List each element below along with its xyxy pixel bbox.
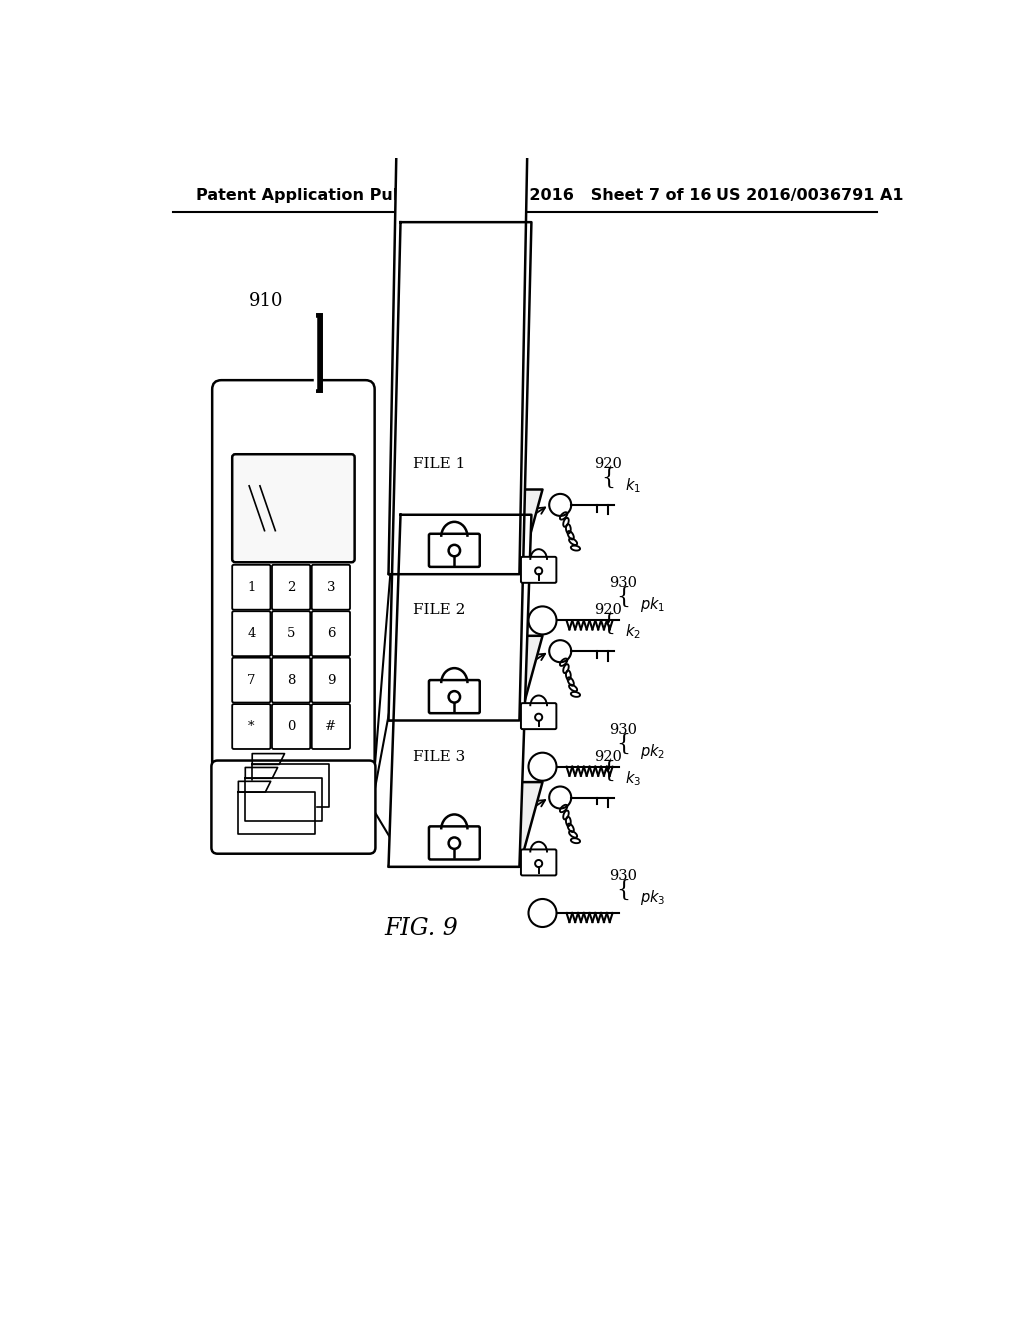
- Text: 8: 8: [287, 673, 295, 686]
- Text: Feb. 4, 2016   Sheet 7 of 16: Feb. 4, 2016 Sheet 7 of 16: [462, 187, 711, 203]
- Circle shape: [536, 568, 543, 574]
- Polygon shape: [252, 754, 285, 764]
- Text: 9: 9: [327, 673, 335, 686]
- Text: 7: 7: [247, 673, 256, 686]
- FancyBboxPatch shape: [272, 704, 310, 748]
- Polygon shape: [246, 767, 278, 779]
- Text: $k_1$: $k_1$: [625, 477, 641, 495]
- FancyBboxPatch shape: [211, 760, 376, 854]
- Text: FILE 2: FILE 2: [413, 603, 466, 618]
- Text: *: *: [248, 719, 255, 733]
- Text: 6: 6: [327, 627, 335, 640]
- Text: 920: 920: [594, 750, 622, 764]
- Text: 920: 920: [594, 457, 622, 471]
- Circle shape: [536, 714, 543, 721]
- Text: $k_2$: $k_2$: [625, 623, 641, 642]
- Text: $pk_2$: $pk_2$: [640, 742, 666, 760]
- Text: US 2016/0036791 A1: US 2016/0036791 A1: [716, 187, 903, 203]
- FancyBboxPatch shape: [311, 565, 350, 610]
- Text: $pk_3$: $pk_3$: [640, 888, 666, 907]
- Text: 0: 0: [287, 719, 295, 733]
- FancyBboxPatch shape: [429, 533, 480, 566]
- Polygon shape: [388, 222, 531, 721]
- Polygon shape: [388, 636, 543, 721]
- Text: FILE 3: FILE 3: [413, 750, 465, 764]
- FancyBboxPatch shape: [429, 680, 480, 713]
- Polygon shape: [246, 779, 323, 821]
- FancyBboxPatch shape: [521, 850, 556, 875]
- Polygon shape: [412, 767, 461, 781]
- Polygon shape: [412, 620, 461, 636]
- Text: {: {: [616, 879, 631, 902]
- Circle shape: [528, 899, 556, 927]
- FancyBboxPatch shape: [311, 611, 350, 656]
- Polygon shape: [239, 781, 270, 792]
- Text: 3: 3: [327, 581, 335, 594]
- Text: 930: 930: [609, 577, 637, 590]
- Circle shape: [549, 494, 571, 516]
- FancyBboxPatch shape: [429, 826, 480, 859]
- Polygon shape: [388, 490, 543, 574]
- Text: 5: 5: [287, 627, 295, 640]
- FancyBboxPatch shape: [311, 657, 350, 702]
- Circle shape: [449, 545, 460, 556]
- Text: 2: 2: [287, 581, 295, 594]
- Polygon shape: [239, 792, 315, 834]
- FancyBboxPatch shape: [232, 565, 270, 610]
- Text: 920: 920: [594, 603, 622, 618]
- Circle shape: [528, 752, 556, 780]
- Text: 910: 910: [249, 292, 284, 310]
- Text: FILE 1: FILE 1: [413, 457, 466, 471]
- Circle shape: [549, 640, 571, 663]
- Text: $k_3$: $k_3$: [625, 768, 641, 788]
- Circle shape: [528, 606, 556, 635]
- Text: #: #: [326, 719, 337, 733]
- Polygon shape: [388, 0, 531, 574]
- FancyBboxPatch shape: [272, 611, 310, 656]
- FancyBboxPatch shape: [212, 380, 375, 776]
- Text: 4: 4: [247, 627, 256, 640]
- Text: Patent Application Publication: Patent Application Publication: [196, 187, 471, 203]
- Text: 930: 930: [609, 723, 637, 737]
- Text: {: {: [601, 759, 615, 781]
- Circle shape: [449, 692, 460, 702]
- Polygon shape: [252, 764, 330, 807]
- FancyBboxPatch shape: [311, 704, 350, 748]
- Text: {: {: [601, 614, 615, 635]
- Text: 930: 930: [609, 869, 637, 883]
- FancyBboxPatch shape: [521, 704, 556, 729]
- Text: FIG. 9: FIG. 9: [385, 917, 459, 940]
- Text: $pk_1$: $pk_1$: [640, 595, 666, 615]
- FancyBboxPatch shape: [521, 557, 556, 583]
- FancyBboxPatch shape: [232, 611, 270, 656]
- Text: 1: 1: [247, 581, 256, 594]
- Circle shape: [536, 859, 543, 867]
- Text: {: {: [616, 733, 631, 755]
- Polygon shape: [388, 515, 531, 867]
- FancyBboxPatch shape: [272, 565, 310, 610]
- FancyBboxPatch shape: [232, 657, 270, 702]
- Circle shape: [549, 787, 571, 809]
- Text: {: {: [616, 586, 631, 609]
- Polygon shape: [412, 474, 461, 490]
- Polygon shape: [388, 781, 543, 867]
- FancyBboxPatch shape: [232, 454, 354, 562]
- FancyBboxPatch shape: [232, 704, 270, 748]
- Circle shape: [449, 837, 460, 849]
- FancyBboxPatch shape: [272, 657, 310, 702]
- Text: {: {: [601, 467, 615, 488]
